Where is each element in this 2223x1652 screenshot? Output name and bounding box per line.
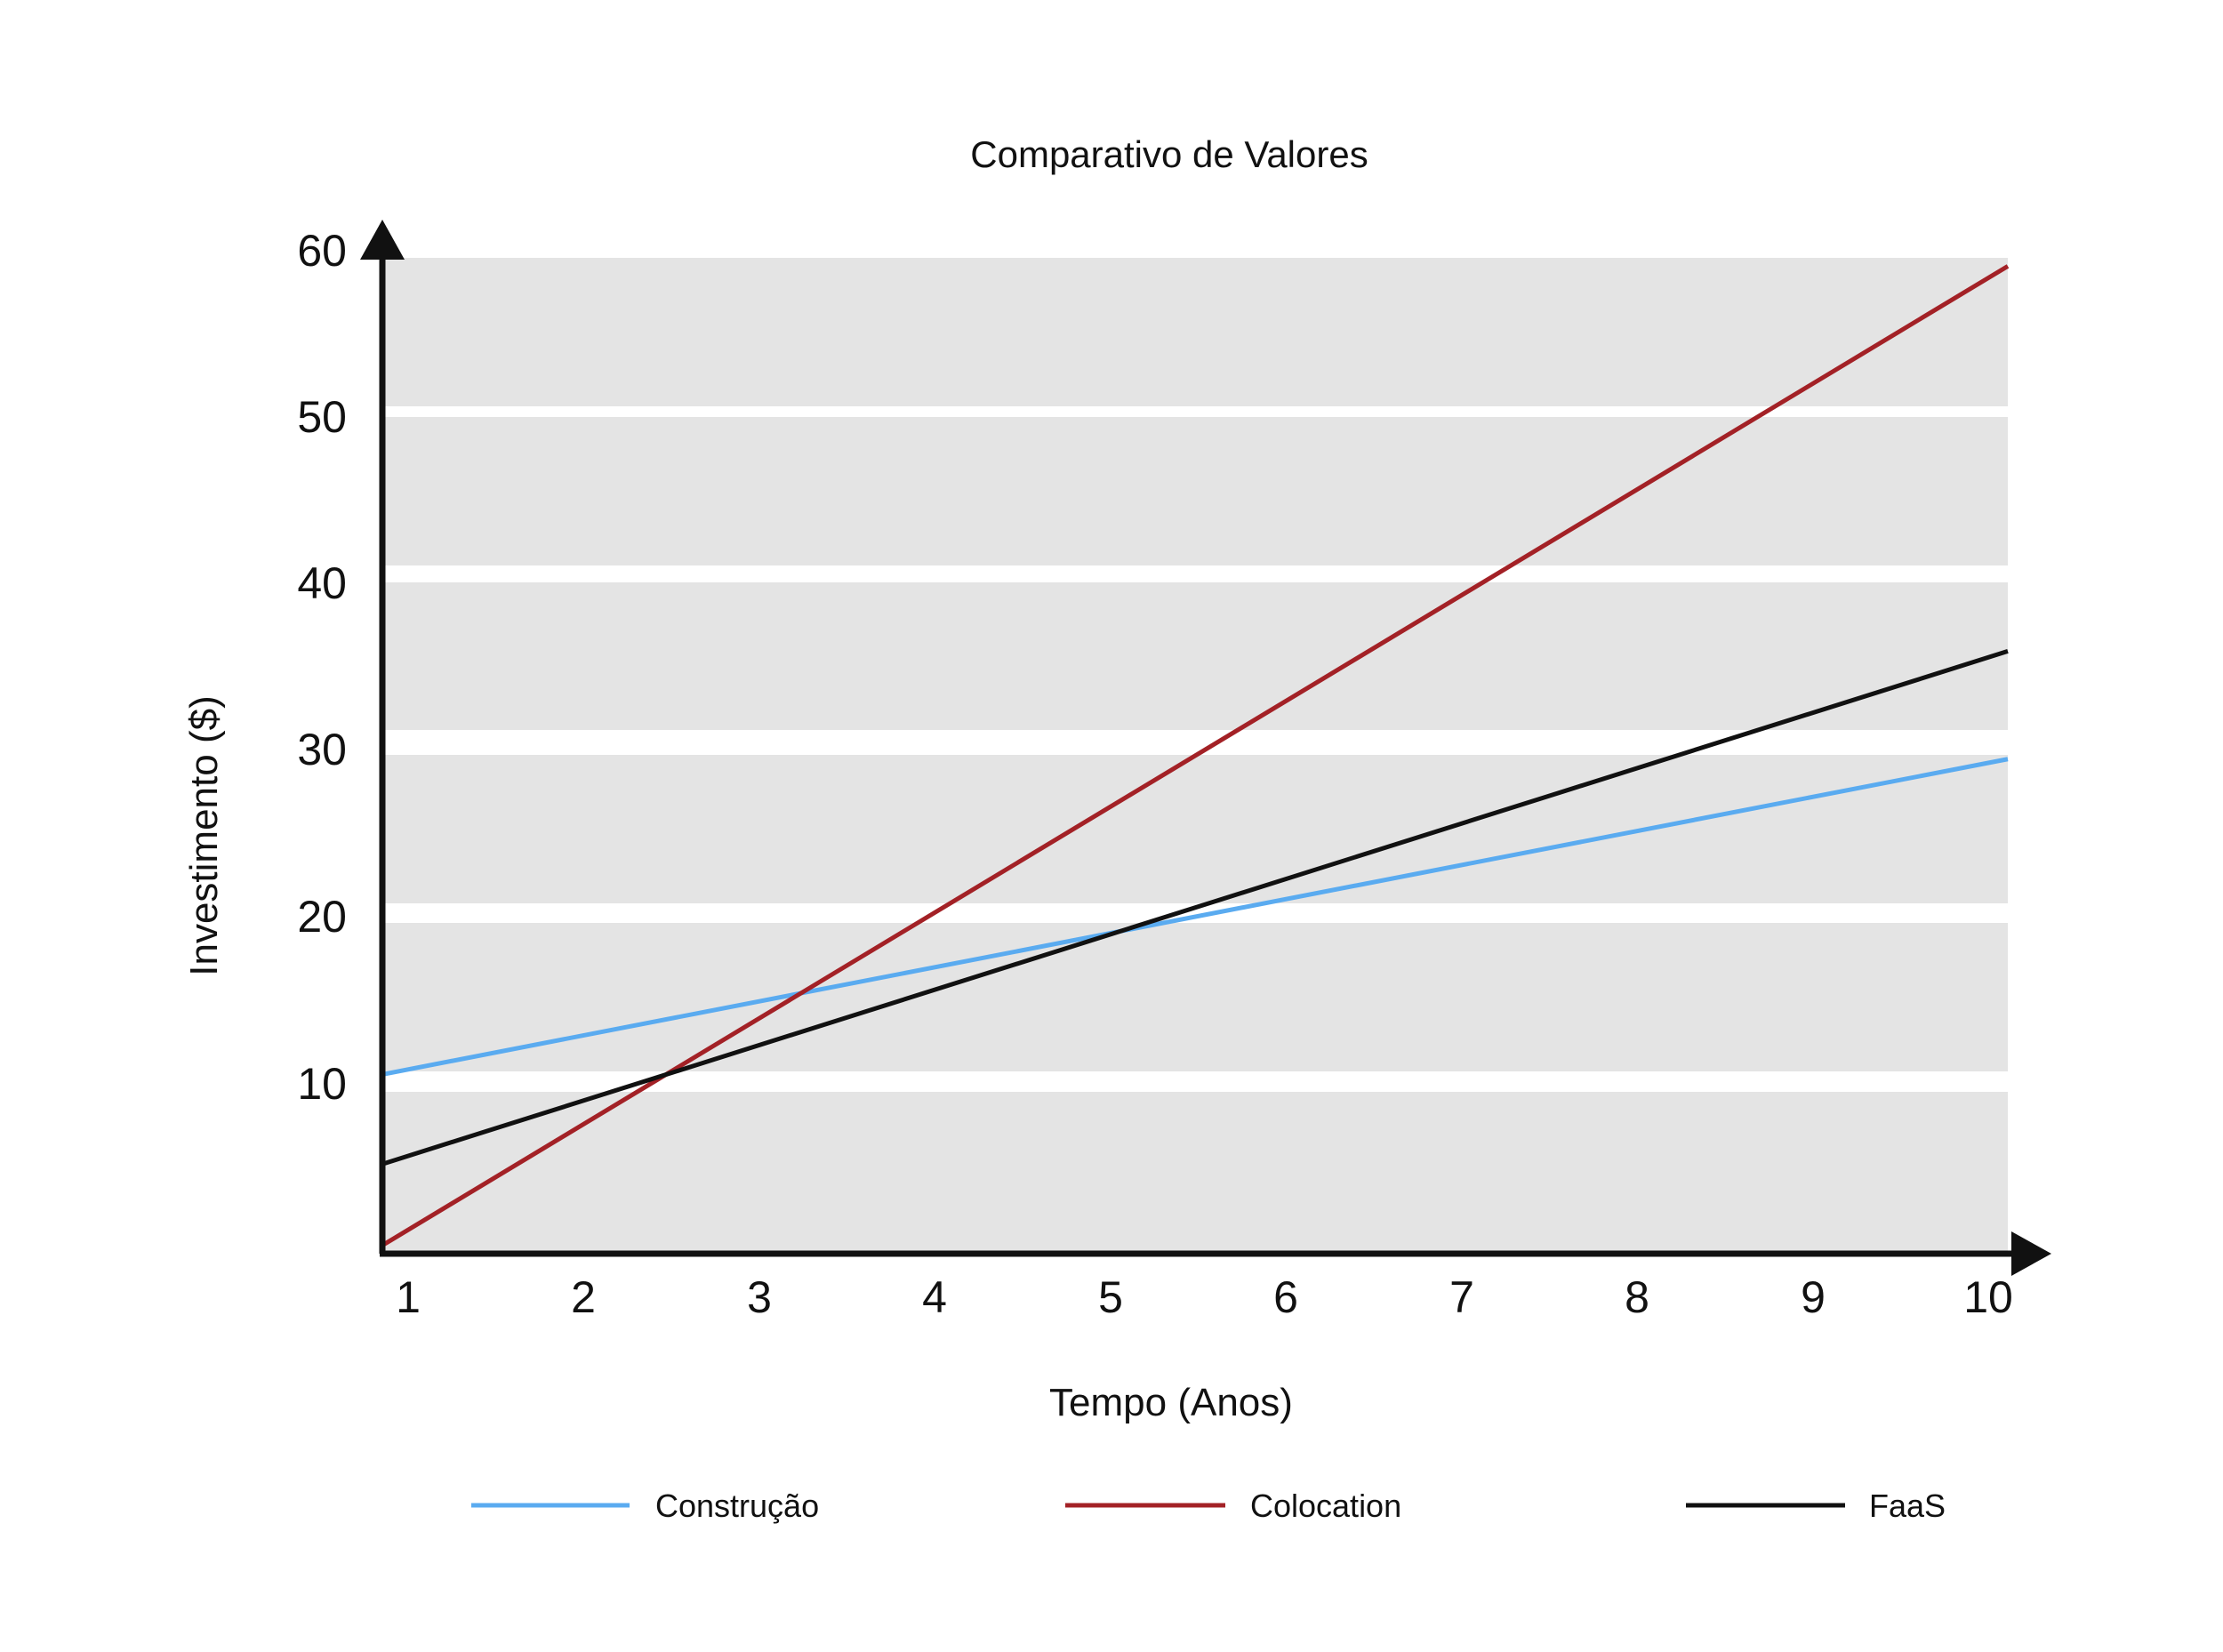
grid-band (382, 417, 2008, 565)
x-tick-label: 9 (1801, 1272, 1826, 1322)
x-tick-labels: 1 2 3 4 5 6 7 8 9 10 (396, 1272, 2013, 1322)
x-axis-label: Tempo (Anos) (1049, 1381, 1293, 1424)
x-tick-label: 6 (1273, 1272, 1298, 1322)
grid-band (382, 258, 2008, 406)
grid-band (382, 923, 2008, 1071)
y-tick-label: 60 (297, 226, 347, 276)
grid-band (382, 582, 2008, 730)
x-axis-arrow-icon (2011, 1231, 2051, 1276)
chart-title: Comparativo de Valores (970, 133, 1368, 175)
grid-bands (382, 258, 2008, 1254)
x-tick-label: 2 (571, 1272, 596, 1322)
x-tick-label: 10 (1963, 1272, 2013, 1322)
series-line-1 (381, 757, 2009, 1077)
legend-item-colocation: Colocation (1065, 1488, 1401, 1524)
grid-band (382, 755, 2008, 903)
x-tick-label: 8 (1625, 1272, 1649, 1322)
y-tick-label: 40 (297, 558, 347, 608)
series-line-2 (381, 264, 2010, 1247)
legend-item-faas: FaaS (1686, 1488, 1946, 1524)
x-tick-label: 4 (922, 1272, 947, 1322)
legend-label: Colocation (1250, 1488, 1401, 1524)
legend: Construção Colocation FaaS (471, 1488, 1946, 1524)
legend-item-construcao: Construção (471, 1488, 819, 1524)
x-tick-label: 1 (396, 1272, 421, 1322)
y-tick-label: 50 (297, 392, 347, 442)
y-tick-label: 10 (297, 1059, 347, 1109)
axes (360, 220, 2051, 1276)
y-tick-labels: 10 20 30 40 50 60 (297, 226, 347, 1109)
x-tick-label: 7 (1449, 1272, 1474, 1322)
y-axis-label: Investimento ($) (182, 695, 226, 975)
legend-label: FaaS (1869, 1488, 1946, 1524)
y-axis-arrow-icon (360, 220, 405, 260)
x-tick-label: 3 (747, 1272, 772, 1322)
y-tick-label: 20 (297, 892, 347, 942)
grid-band (382, 1092, 2008, 1254)
x-tick-label: 5 (1098, 1272, 1123, 1322)
legend-label: Construção (655, 1488, 819, 1524)
y-tick-label: 30 (297, 725, 347, 774)
series-lines (381, 264, 2010, 1247)
series-line-3 (381, 649, 2009, 1167)
